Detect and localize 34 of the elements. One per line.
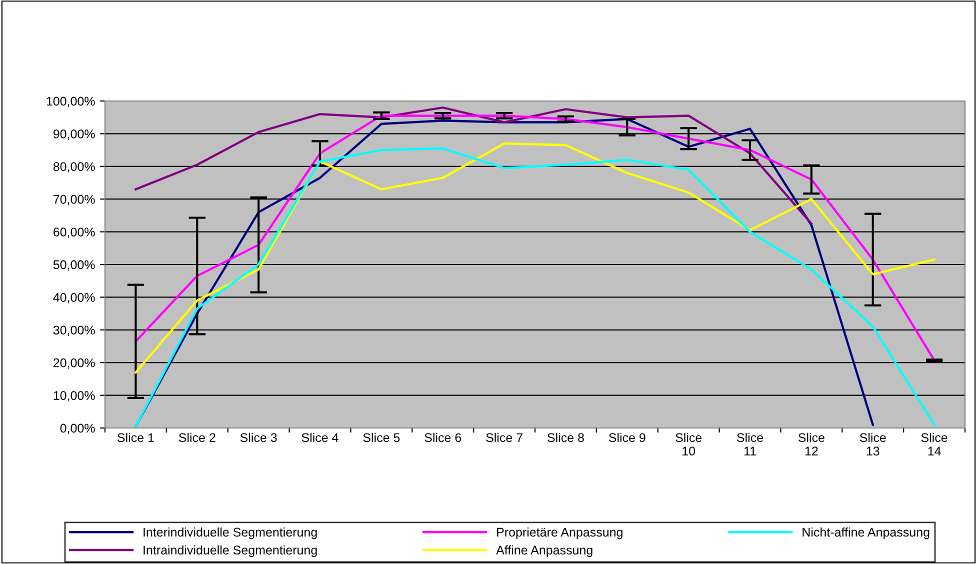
x-tick-label: Slice 14 <box>921 432 948 456</box>
y-tick-label: 30,00% <box>53 326 95 336</box>
x-tick-label: Slice 11 <box>737 432 763 456</box>
y-tick-label: 50,00% <box>53 260 95 271</box>
y-tick-label: 100,00% <box>46 96 95 108</box>
x-tick-label: Slice 7 <box>486 432 522 442</box>
x-tick-label: Slice 10 <box>676 432 702 456</box>
x-tick-label: Slice 3 <box>240 432 277 442</box>
y-tick-label: 20,00% <box>54 358 95 369</box>
y-tick-label: 10,00% <box>54 391 95 402</box>
x-tick-label: Slice 4 <box>302 432 338 442</box>
x-tick-label: Slice 5 <box>363 432 400 442</box>
y-tick-label: 40,00% <box>53 293 95 304</box>
legend-label: Intraindividuelle Segmentierung <box>144 545 317 557</box>
x-tick-label: Slice 2 <box>178 432 216 442</box>
legend-label: Interindividuelle Segmentierung <box>144 527 317 540</box>
y-tick-label: 90,00% <box>53 130 95 140</box>
x-tick-label: Slice 13 <box>860 432 886 456</box>
x-tick-label: Slice 9 <box>608 432 646 442</box>
line-series <box>134 142 936 374</box>
legend-label: Nicht-affine Anpassung <box>802 527 930 540</box>
legend-label: Affine Anpassung <box>496 545 592 557</box>
y-tick-label: 70,00% <box>54 194 95 206</box>
line-series <box>134 147 936 428</box>
x-tick-label: Slice 6 <box>424 432 462 442</box>
y-tick-label: 80,00% <box>53 162 95 173</box>
line-series <box>134 106 813 225</box>
y-tick-label: 0,00% <box>60 424 95 434</box>
legend-label: Proprietäre Anpassung <box>497 527 622 540</box>
x-tick-label: Slice 8 <box>548 432 584 442</box>
x-tick-label: Slice 12 <box>798 432 824 456</box>
line-series <box>134 114 936 362</box>
y-tick-label: 60,00% <box>54 228 95 238</box>
x-tick-label: Slice 1 <box>118 432 154 442</box>
